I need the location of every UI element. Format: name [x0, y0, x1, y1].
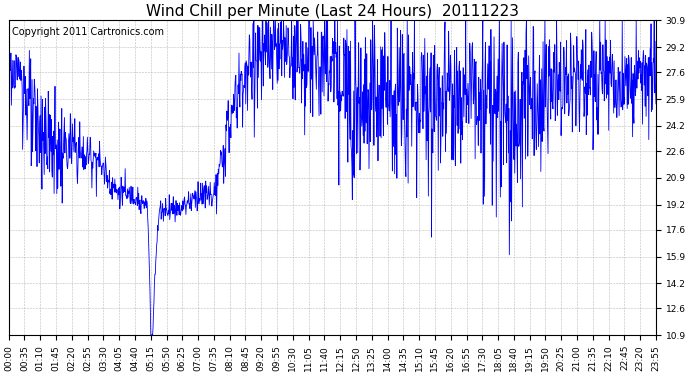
Text: Copyright 2011 Cartronics.com: Copyright 2011 Cartronics.com: [12, 27, 164, 37]
Title: Wind Chill per Minute (Last 24 Hours)  20111223: Wind Chill per Minute (Last 24 Hours) 20…: [146, 4, 519, 19]
